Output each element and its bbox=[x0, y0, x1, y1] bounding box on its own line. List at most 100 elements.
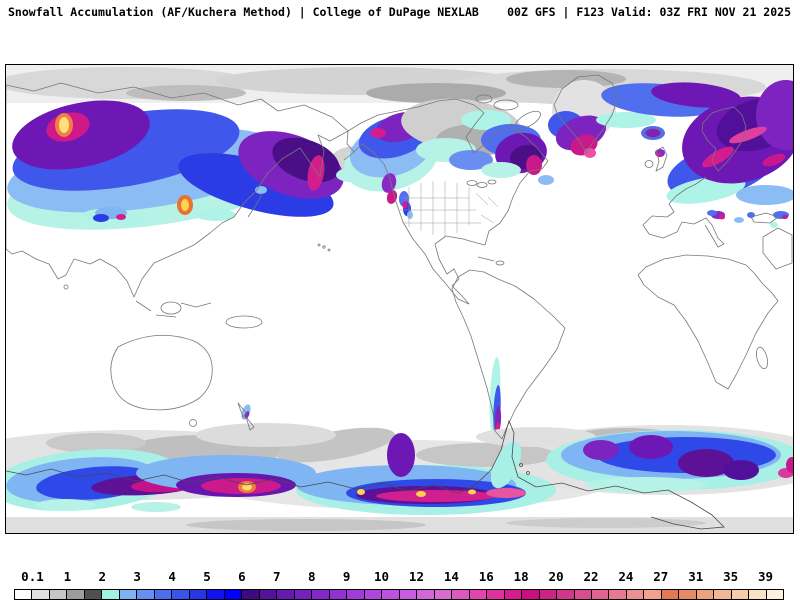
colorbar-tick-label: 5 bbox=[203, 569, 211, 584]
coast-scandinavia bbox=[701, 106, 747, 172]
coast-hawaii-1 bbox=[322, 245, 326, 249]
colorbar-cell bbox=[242, 590, 260, 599]
coastlines bbox=[6, 74, 793, 440]
colorbar-tick-label: 7 bbox=[273, 569, 281, 584]
colorbar-cell bbox=[382, 590, 400, 599]
coast-antarctica bbox=[6, 419, 725, 530]
colorbar-cell bbox=[329, 590, 348, 599]
colorbar-tick-label: 18 bbox=[513, 569, 529, 584]
coast-indonesia bbox=[135, 300, 212, 318]
coast-greenland bbox=[553, 74, 619, 154]
colorbar-cell bbox=[609, 590, 627, 599]
colorbar-tick-label: 27 bbox=[653, 569, 669, 584]
coast-iceland bbox=[644, 128, 662, 138]
colorbar-cell bbox=[679, 590, 697, 599]
colorbar-cell bbox=[522, 590, 540, 599]
colorbar-cell bbox=[189, 590, 208, 599]
colorbar-cell bbox=[224, 590, 243, 599]
coast-europe bbox=[642, 176, 725, 248]
snowfall-antarctic-band bbox=[6, 423, 793, 533]
colorbar-cell bbox=[696, 590, 715, 599]
colorbar-cell bbox=[731, 590, 750, 599]
colorbar-tick-label: 6 bbox=[238, 569, 246, 584]
coast-arabia bbox=[762, 227, 793, 270]
snowfall-north-america bbox=[343, 98, 554, 219]
snowfall-europe-scandinavia bbox=[655, 80, 793, 228]
coast-madagascar bbox=[755, 346, 769, 370]
colorbar-cell bbox=[207, 590, 225, 599]
coast-cuba bbox=[477, 256, 495, 262]
coast-hawaii-2 bbox=[327, 248, 331, 252]
colorbar-tick-label: 14 bbox=[443, 569, 459, 584]
coast-south-america bbox=[451, 269, 566, 440]
colorbar-cell bbox=[469, 590, 488, 599]
coast-arctic-island-1 bbox=[493, 99, 519, 111]
colorbar-cell bbox=[749, 590, 767, 599]
coast-north-america bbox=[346, 98, 549, 305]
colorbar-cell bbox=[67, 590, 85, 599]
colorbar-tick-label: 35 bbox=[723, 569, 739, 584]
colorbar-cell bbox=[644, 590, 662, 599]
coast-borneo bbox=[160, 301, 182, 315]
colorbar-cell bbox=[626, 590, 645, 599]
colorbar-cell bbox=[154, 590, 173, 599]
coast-africa bbox=[637, 254, 779, 390]
colorbar-tick-label: 24 bbox=[618, 569, 634, 584]
colorbar-cell bbox=[574, 590, 592, 599]
page-title: Snowfall Accumulation (AF/Kuchera Method… bbox=[8, 5, 479, 19]
colorbar-cell bbox=[417, 590, 435, 599]
colorbar-cell bbox=[364, 590, 383, 599]
coast-arctic-island-2 bbox=[475, 94, 493, 104]
colorbar-cell bbox=[557, 590, 575, 599]
colorbar-tick-label: 1 bbox=[63, 569, 72, 584]
colorbar-cell bbox=[84, 590, 103, 599]
colorbar-cell bbox=[32, 590, 50, 599]
coast-ireland bbox=[644, 160, 654, 168]
colorbar-cell bbox=[487, 590, 505, 599]
colorbar-cell bbox=[539, 590, 558, 599]
coast-newzealand bbox=[237, 402, 255, 431]
colorbar-cell bbox=[661, 590, 680, 599]
model-valid-time: 00Z GFS | F123 Valid: 03Z FRI NOV 21 202… bbox=[507, 5, 791, 19]
coast-srilanka bbox=[63, 284, 69, 290]
coast-greatlake-1 bbox=[466, 180, 478, 186]
world-map bbox=[6, 65, 793, 533]
colorbar-cell bbox=[277, 590, 295, 599]
coast-greatlake-3 bbox=[487, 179, 497, 185]
map-frame bbox=[5, 64, 794, 534]
colorbar-tick-label: 20 bbox=[548, 569, 564, 584]
colorbar-cell bbox=[259, 590, 278, 599]
colorbar-tick-label: 4 bbox=[168, 569, 176, 584]
coast-newguinea bbox=[225, 315, 263, 329]
colorbar-tick-labels: 0.1 1 2 3 4 5 6 7 8 9 10 12 14 16 18 20 22 24 27 31 35 39 bbox=[14, 567, 784, 586]
coast-baffin bbox=[515, 110, 541, 130]
colorbar-cell bbox=[137, 590, 155, 599]
colorbar-tick-label: 2 bbox=[98, 569, 107, 584]
colorbar-cell bbox=[102, 590, 120, 599]
coast-hispaniola bbox=[495, 260, 505, 266]
coast-asia bbox=[6, 82, 349, 298]
colorbar-cells bbox=[14, 589, 784, 600]
colorbar-cell bbox=[714, 590, 732, 599]
coast-japan bbox=[247, 192, 263, 218]
us-state-borders bbox=[400, 181, 499, 237]
colorbar-cell bbox=[347, 590, 365, 599]
snowfall-eurasia bbox=[7, 100, 366, 230]
colorbar-cell bbox=[591, 590, 610, 599]
colorbar-cell bbox=[434, 590, 453, 599]
colorbar-cell bbox=[399, 590, 418, 599]
colorbar-cell bbox=[119, 590, 138, 599]
colorbar: 0.1 1 2 3 4 5 6 7 8 9 10 12 14 16 18 20 22 24 27 31 35 39 bbox=[14, 567, 784, 600]
coast-alaska-peninsula bbox=[343, 151, 355, 161]
coast-britain bbox=[655, 146, 668, 172]
coast-greatlake-2 bbox=[476, 182, 488, 188]
colorbar-tick-label: 0.1 bbox=[21, 569, 44, 584]
colorbar-tick-label: 31 bbox=[688, 569, 704, 584]
coast-tasmania bbox=[189, 419, 197, 427]
colorbar-tick-label: 12 bbox=[408, 569, 424, 584]
coast-hawaii-3 bbox=[317, 243, 321, 247]
colorbar-tick-label: 3 bbox=[133, 569, 141, 584]
colorbar-tick-label: 39 bbox=[758, 569, 774, 584]
colorbar-cell bbox=[766, 590, 784, 599]
